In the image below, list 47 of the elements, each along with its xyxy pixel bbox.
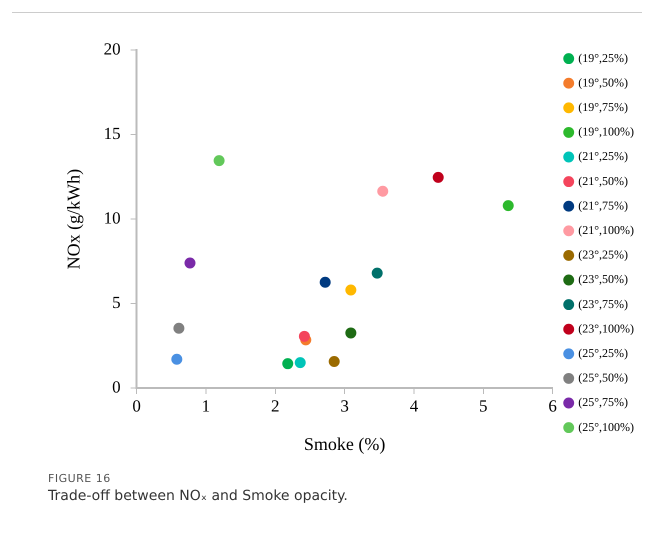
x-tick-label: 6	[548, 396, 557, 416]
legend-label: (19°,100%)	[578, 124, 634, 139]
x-tick-label: 5	[479, 396, 488, 416]
legend-label: (23°,25%)	[578, 248, 628, 262]
x-tick-label: 4	[410, 396, 419, 416]
legend-label: (21°,25%)	[578, 149, 628, 164]
legend-label: (21°,75%)	[578, 198, 628, 212]
legend-label: (21°,100%)	[578, 222, 634, 237]
legend-label: (23°,100%)	[578, 321, 634, 336]
point	[173, 322, 184, 334]
y-tick-label: 10	[104, 208, 121, 228]
point	[320, 276, 331, 288]
legend-label: (25°,25%)	[578, 346, 628, 360]
point	[184, 258, 196, 269]
x-tick-label: 2	[271, 396, 280, 416]
legend-label: (23°,75%)	[578, 296, 628, 311]
point	[345, 327, 356, 338]
caption: FIGURE 16	[48, 472, 112, 485]
text: Trade-off between NOₓ and Smoke opacity.	[48, 488, 348, 504]
y-tick-label: 20	[104, 40, 121, 59]
x-tick-label: 1	[202, 396, 210, 416]
point	[282, 358, 294, 370]
x-axis-title: Smoke (%)	[304, 434, 386, 454]
legend-label: (19°,50%)	[578, 75, 628, 90]
x-tick-label: 0	[132, 396, 141, 416]
point	[432, 172, 444, 183]
legend-label: (25°,50%)	[578, 370, 628, 385]
y-tick-label: 15	[104, 124, 121, 144]
point	[328, 356, 340, 367]
point	[214, 155, 225, 166]
legend-label: (25°,100%)	[578, 420, 634, 434]
point	[298, 330, 310, 342]
x-tick-label: 3	[340, 396, 349, 416]
y-axis-title: NOx (g/kWh)	[64, 168, 84, 270]
point	[377, 186, 388, 197]
legend-label: (19°,75%)	[578, 100, 628, 114]
point	[345, 284, 356, 296]
legend-label: (21°,50%)	[578, 174, 628, 188]
y-tick-label: 0	[112, 377, 121, 396]
legend-label: (23°,50%)	[578, 272, 628, 286]
y-tick-label: 5	[112, 293, 121, 312]
point	[502, 200, 514, 212]
legend-label: (25°,75%)	[578, 395, 628, 410]
point	[372, 268, 383, 279]
point	[171, 354, 182, 365]
legend-label: (19°,25%)	[578, 50, 628, 65]
point	[294, 357, 306, 368]
